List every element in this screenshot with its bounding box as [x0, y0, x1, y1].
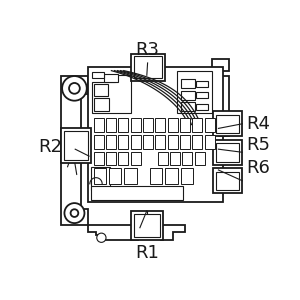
Text: R3: R3: [135, 41, 159, 59]
Bar: [213, 168, 242, 193]
Polygon shape: [88, 225, 184, 240]
Bar: [91, 186, 183, 200]
Bar: [143, 135, 153, 149]
Polygon shape: [94, 98, 109, 112]
Bar: [118, 152, 128, 165]
Polygon shape: [94, 84, 108, 96]
Text: R4: R4: [246, 115, 270, 133]
Bar: [180, 135, 190, 149]
Polygon shape: [92, 74, 131, 113]
Bar: [213, 140, 242, 165]
Bar: [106, 152, 116, 165]
Bar: [155, 135, 165, 149]
Bar: [216, 115, 239, 133]
Bar: [94, 135, 104, 149]
Bar: [195, 152, 205, 165]
Bar: [158, 152, 168, 165]
Bar: [94, 168, 106, 184]
Bar: [124, 168, 137, 184]
Bar: [94, 118, 104, 132]
Bar: [118, 135, 128, 149]
Circle shape: [97, 233, 106, 242]
Circle shape: [70, 209, 78, 217]
Bar: [216, 143, 239, 161]
Bar: [182, 152, 192, 165]
Bar: [196, 81, 208, 87]
Bar: [165, 168, 178, 184]
Text: R1: R1: [135, 244, 159, 262]
Bar: [92, 72, 104, 78]
Bar: [131, 152, 141, 165]
Bar: [88, 67, 223, 202]
Bar: [118, 118, 128, 132]
Bar: [192, 118, 202, 132]
Bar: [61, 128, 91, 163]
Bar: [180, 118, 190, 132]
Bar: [131, 135, 141, 149]
Bar: [134, 56, 162, 78]
Bar: [143, 118, 153, 132]
Bar: [196, 92, 208, 98]
Bar: [94, 152, 104, 165]
Bar: [64, 131, 88, 160]
Circle shape: [213, 121, 228, 136]
Text: R5: R5: [246, 136, 270, 154]
Bar: [106, 135, 116, 149]
Bar: [168, 135, 178, 149]
Circle shape: [218, 125, 224, 131]
Circle shape: [62, 76, 87, 101]
Bar: [216, 172, 239, 190]
Bar: [177, 70, 212, 113]
Bar: [196, 104, 208, 110]
Bar: [168, 118, 178, 132]
Bar: [205, 118, 214, 132]
Bar: [181, 102, 195, 112]
Text: R6: R6: [246, 159, 270, 177]
Bar: [106, 118, 116, 132]
Bar: [192, 135, 202, 149]
Bar: [170, 152, 180, 165]
Bar: [181, 168, 193, 184]
Bar: [131, 54, 165, 81]
Bar: [150, 168, 162, 184]
Polygon shape: [61, 76, 88, 225]
Bar: [109, 168, 122, 184]
Bar: [181, 91, 195, 100]
Bar: [91, 167, 110, 190]
Circle shape: [64, 203, 85, 223]
Bar: [213, 112, 242, 136]
Text: R2: R2: [38, 138, 62, 156]
Bar: [134, 214, 160, 237]
Bar: [155, 118, 165, 132]
Bar: [131, 211, 163, 240]
Circle shape: [69, 83, 80, 94]
Bar: [104, 74, 118, 82]
Polygon shape: [212, 59, 229, 136]
Bar: [131, 118, 141, 132]
Bar: [205, 135, 214, 149]
Bar: [181, 79, 195, 88]
